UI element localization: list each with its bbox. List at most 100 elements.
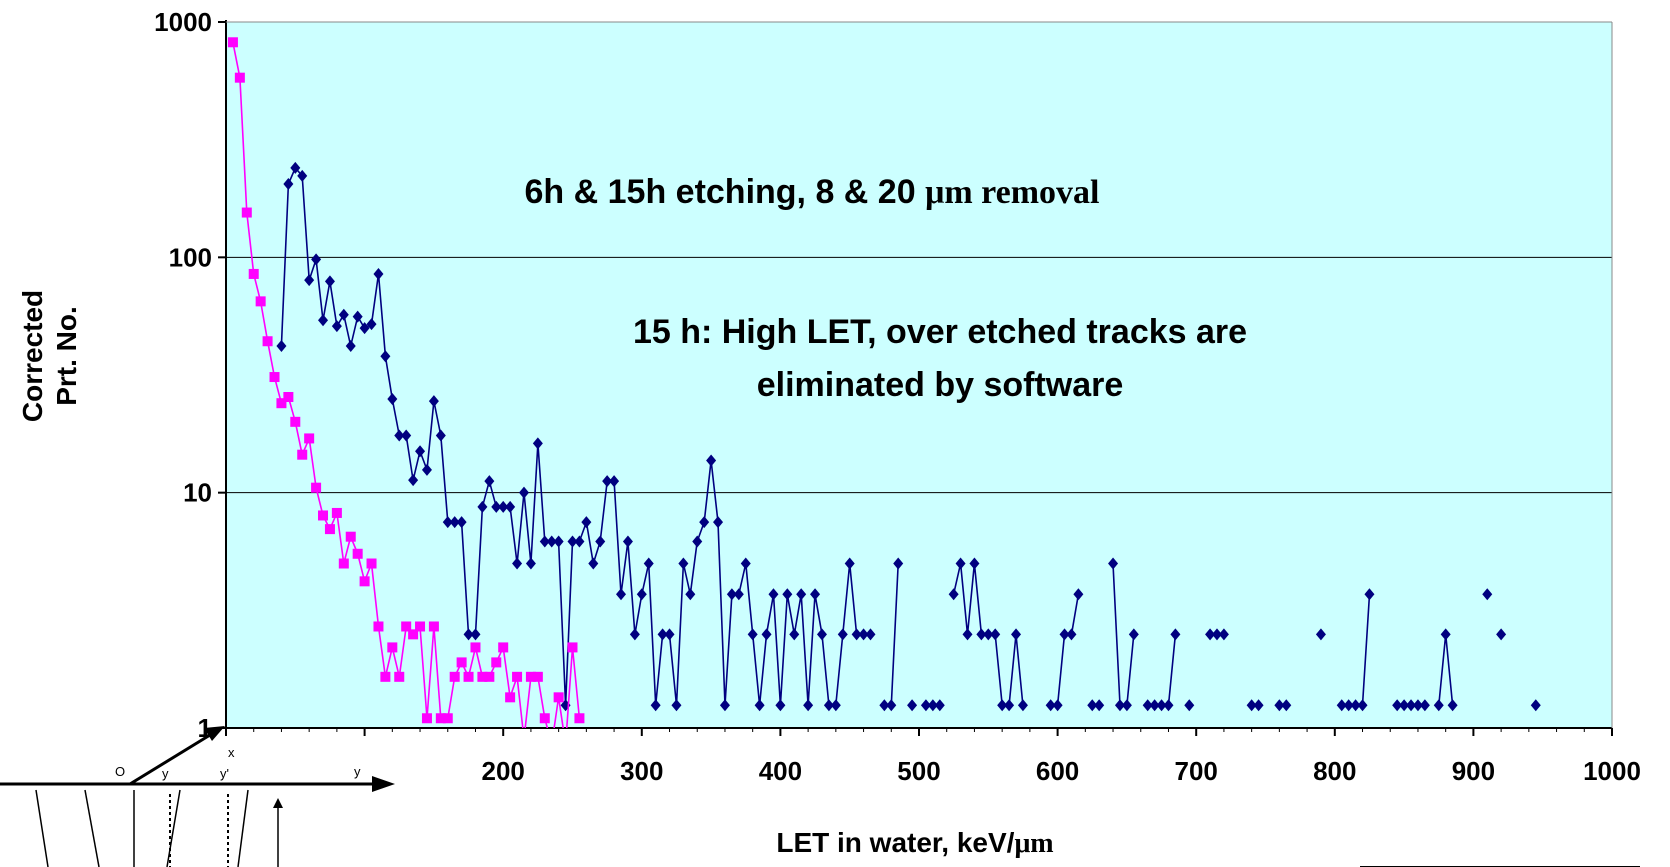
point-s0-61 <box>699 516 710 529</box>
x-tick-label-3: 500 <box>897 756 940 786</box>
point-s1-19 <box>359 576 370 587</box>
point-s0-37 <box>532 437 543 450</box>
point-s0-102 <box>983 628 994 641</box>
point-s0-161 <box>1392 699 1403 712</box>
point-s0-131 <box>1184 699 1195 712</box>
point-s0-9 <box>338 308 349 321</box>
point-s0-121 <box>1114 699 1125 712</box>
svg-text:O: O <box>115 764 125 779</box>
point-s1-36 <box>477 671 488 682</box>
point-s0-60 <box>692 535 703 548</box>
point-s0-11 <box>352 310 363 323</box>
point-s1-17 <box>345 531 356 542</box>
point-s0-66 <box>733 588 744 601</box>
point-s0-95 <box>934 699 945 712</box>
point-s0-16 <box>387 393 398 406</box>
point-s0-153 <box>1336 699 1347 712</box>
point-s0-65 <box>726 588 737 601</box>
point-s0-154 <box>1343 699 1354 712</box>
point-s0-35 <box>518 486 529 499</box>
point-s1-13 <box>318 510 329 521</box>
point-s1-41 <box>512 671 523 682</box>
y-tick-label-1: 10 <box>183 478 212 508</box>
point-s0-50 <box>622 535 633 548</box>
point-s1-40 <box>505 692 516 703</box>
point-s1-47 <box>553 692 564 703</box>
point-s0-97 <box>948 588 959 601</box>
point-s0-100 <box>969 557 980 570</box>
point-s0-24 <box>442 516 453 529</box>
point-s0-70 <box>761 628 772 641</box>
point-s0-20 <box>415 445 426 458</box>
point-s0-91 <box>907 699 918 712</box>
point-s0-49 <box>616 588 627 601</box>
axes <box>218 20 1613 736</box>
point-s1-37 <box>484 671 495 682</box>
point-s0-71 <box>768 588 779 601</box>
point-s0-82 <box>844 557 855 570</box>
point-s0-69 <box>754 699 765 712</box>
x-tick-labels: 200 300 400 500 600 700 800 900 1000 <box>482 756 1641 786</box>
point-s1-4 <box>255 296 266 307</box>
x-tick-label-1: 300 <box>620 756 663 786</box>
point-s0-162 <box>1399 699 1410 712</box>
point-s0-15 <box>380 350 391 363</box>
point-s0-32 <box>498 500 509 513</box>
point-s1-45 <box>539 713 550 724</box>
point-s0-27 <box>463 628 474 641</box>
point-s0-77 <box>810 588 821 601</box>
point-s1-9 <box>290 416 301 427</box>
point-s1-50 <box>574 713 585 724</box>
point-s1-6 <box>269 372 280 383</box>
point-s0-174 <box>1482 588 1493 601</box>
x-tick-label-6: 800 <box>1313 756 1356 786</box>
point-s0-12 <box>359 322 370 335</box>
point-s0-8 <box>331 320 342 333</box>
point-s1-3 <box>248 268 259 279</box>
point-s0-51 <box>629 628 640 641</box>
point-s0-13 <box>366 318 377 331</box>
point-s1-29 <box>428 621 439 632</box>
point-s0-74 <box>789 628 800 641</box>
point-s1-34 <box>463 671 474 682</box>
x-tick-label-2: 400 <box>759 756 802 786</box>
point-s0-29 <box>477 500 488 513</box>
point-s0-56 <box>664 628 675 641</box>
point-s1-0 <box>227 37 238 48</box>
point-s0-22 <box>428 395 439 408</box>
point-s0-165 <box>1419 699 1430 712</box>
point-s0-48 <box>609 475 620 488</box>
x-axis-title: LET in water, keV/μm <box>776 827 1053 859</box>
point-s1-10 <box>297 449 308 460</box>
point-s1-21 <box>373 621 384 632</box>
point-s1-49 <box>567 642 578 653</box>
point-s0-87 <box>879 699 890 712</box>
point-s1-8 <box>283 391 294 402</box>
y-tick-labels: 1101001000 <box>154 7 212 743</box>
point-s0-25 <box>449 516 460 529</box>
point-s1-16 <box>338 558 349 569</box>
point-s0-129 <box>1170 628 1181 641</box>
point-s0-163 <box>1406 699 1417 712</box>
point-s0-168 <box>1440 628 1451 641</box>
point-s0-93 <box>920 699 931 712</box>
point-s0-136 <box>1218 628 1229 641</box>
point-s0-38 <box>539 535 550 548</box>
point-s0-52 <box>636 588 647 601</box>
point-s0-72 <box>775 699 786 712</box>
point-s0-55 <box>657 628 668 641</box>
point-s0-141 <box>1253 699 1264 712</box>
point-s0-45 <box>588 557 599 570</box>
point-s0-155 <box>1350 699 1361 712</box>
point-s1-12 <box>311 482 322 493</box>
point-s0-83 <box>851 628 862 641</box>
point-s0-76 <box>803 699 814 712</box>
series-layer <box>227 37 1541 728</box>
x-tick-label-4: 600 <box>1036 756 1079 786</box>
point-s0-145 <box>1281 699 1292 712</box>
point-s1-32 <box>449 671 460 682</box>
point-s0-44 <box>581 516 592 529</box>
y-tick-label-2: 100 <box>169 242 212 272</box>
point-s1-24 <box>394 671 405 682</box>
